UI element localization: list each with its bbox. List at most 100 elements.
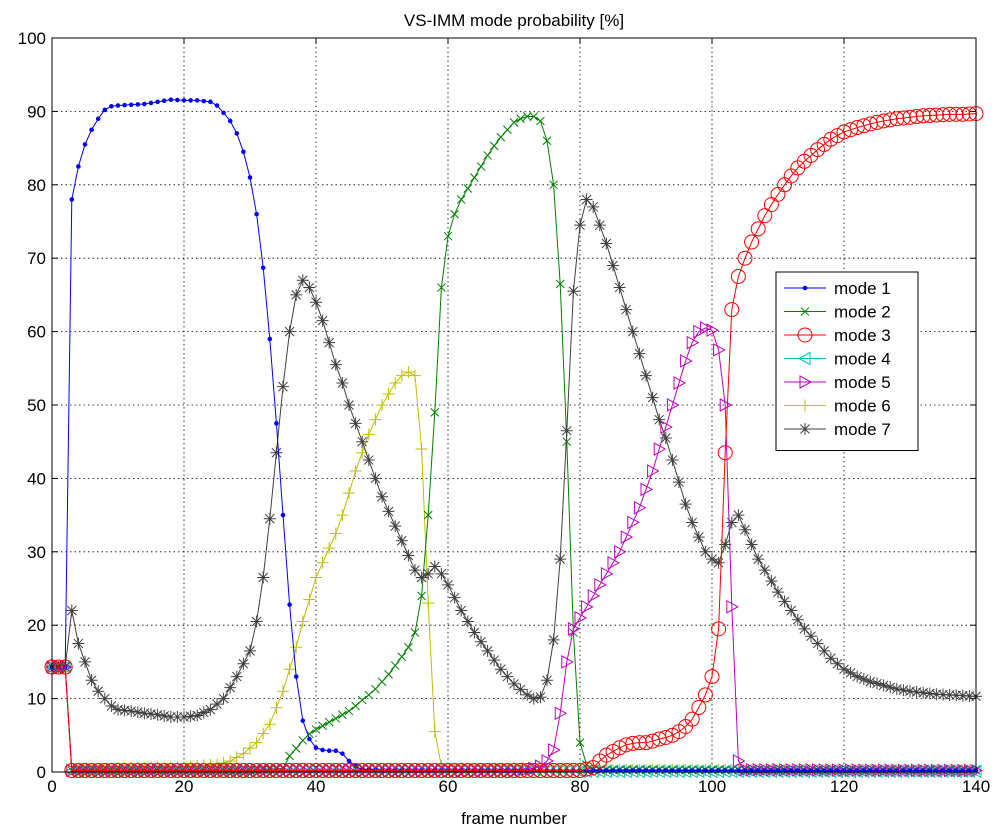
data-point: [799, 399, 811, 412]
data-point: [737, 250, 753, 266]
data-point: [877, 679, 890, 692]
data-point: [404, 642, 413, 652]
data-point: [559, 763, 575, 779]
data-point: [732, 754, 746, 768]
data-point: [555, 279, 565, 289]
data-point: [797, 351, 811, 366]
data-point: [178, 710, 190, 723]
data-point: [693, 324, 706, 339]
data-point: [554, 706, 568, 721]
data-point: [377, 677, 387, 687]
data-point: [208, 99, 213, 105]
data-point: [76, 164, 81, 169]
data-point: [785, 604, 798, 617]
data-point: [357, 695, 367, 705]
data-point: [183, 763, 199, 779]
data-point: [136, 763, 152, 779]
data-point: [836, 124, 852, 140]
data-point: [344, 706, 354, 716]
data-point: [90, 763, 106, 779]
data-point: [798, 622, 811, 635]
data-point: [318, 721, 327, 731]
data-point: [275, 763, 291, 779]
data-point: [130, 763, 146, 779]
data-point: [112, 703, 124, 716]
data-point: [382, 505, 395, 518]
x-tick-label: 20: [175, 777, 194, 796]
data-point: [336, 509, 349, 522]
data-point: [440, 763, 456, 779]
data-point: [950, 689, 963, 702]
data-point: [627, 515, 640, 530]
data-point: [486, 763, 502, 779]
data-point: [343, 487, 355, 500]
legend-label: mode 1: [834, 279, 891, 298]
data-point: [430, 407, 440, 417]
data-point: [201, 98, 207, 104]
data-point: [443, 231, 453, 241]
data-point: [871, 677, 883, 690]
data-point: [329, 527, 342, 540]
data-point: [175, 97, 180, 103]
data-point: [724, 302, 740, 318]
y-tick-label: 80: [27, 176, 46, 195]
data-point: [196, 763, 212, 779]
data-point: [244, 644, 256, 657]
data-point: [772, 586, 784, 599]
data-point: [499, 763, 515, 779]
data-point: [567, 622, 581, 636]
data-point: [270, 701, 283, 714]
data-point: [354, 763, 370, 779]
data-point: [410, 628, 420, 637]
data-point: [181, 98, 187, 103]
data-point: [600, 566, 614, 581]
legend-item: mode 4: [784, 350, 891, 369]
data-point: [915, 108, 931, 124]
data-point: [221, 110, 226, 116]
data-point: [527, 692, 540, 705]
data-point: [135, 102, 141, 107]
data-point: [338, 710, 347, 720]
data-point: [346, 758, 352, 764]
grid: [52, 38, 976, 772]
data-point: [910, 685, 923, 698]
data-point: [778, 595, 791, 608]
data-point: [799, 375, 813, 389]
data-point: [536, 116, 545, 126]
data-point: [428, 725, 441, 738]
data-point: [519, 763, 535, 779]
data-point: [334, 763, 350, 779]
data-point: [202, 763, 218, 779]
data-point: [349, 417, 362, 430]
data-point: [349, 465, 362, 478]
data-point: [937, 688, 949, 701]
data-point: [64, 763, 80, 779]
x-tick-label: 100: [698, 777, 726, 796]
data-point: [739, 523, 751, 536]
data-point: [310, 296, 322, 309]
data-point: [922, 107, 938, 123]
legend-item: mode 6: [784, 397, 891, 416]
data-point: [684, 711, 700, 727]
data-point: [249, 763, 265, 779]
data-point: [150, 763, 166, 779]
data-point: [666, 454, 679, 467]
data-point: [831, 657, 844, 670]
data-point: [935, 107, 951, 123]
data-point: [97, 763, 113, 779]
data-point: [310, 571, 322, 584]
data-point: [712, 556, 725, 569]
data-point: [513, 763, 529, 779]
data-point: [489, 141, 499, 151]
data-point: [686, 335, 700, 350]
data-point: [131, 706, 144, 719]
series-mode-3: [44, 106, 984, 779]
data-point: [283, 663, 296, 676]
data-point: [72, 637, 85, 650]
data-point: [85, 674, 98, 687]
data-point: [341, 763, 357, 779]
data-point: [171, 710, 184, 723]
data-point: [805, 630, 817, 643]
data-point: [95, 116, 101, 122]
